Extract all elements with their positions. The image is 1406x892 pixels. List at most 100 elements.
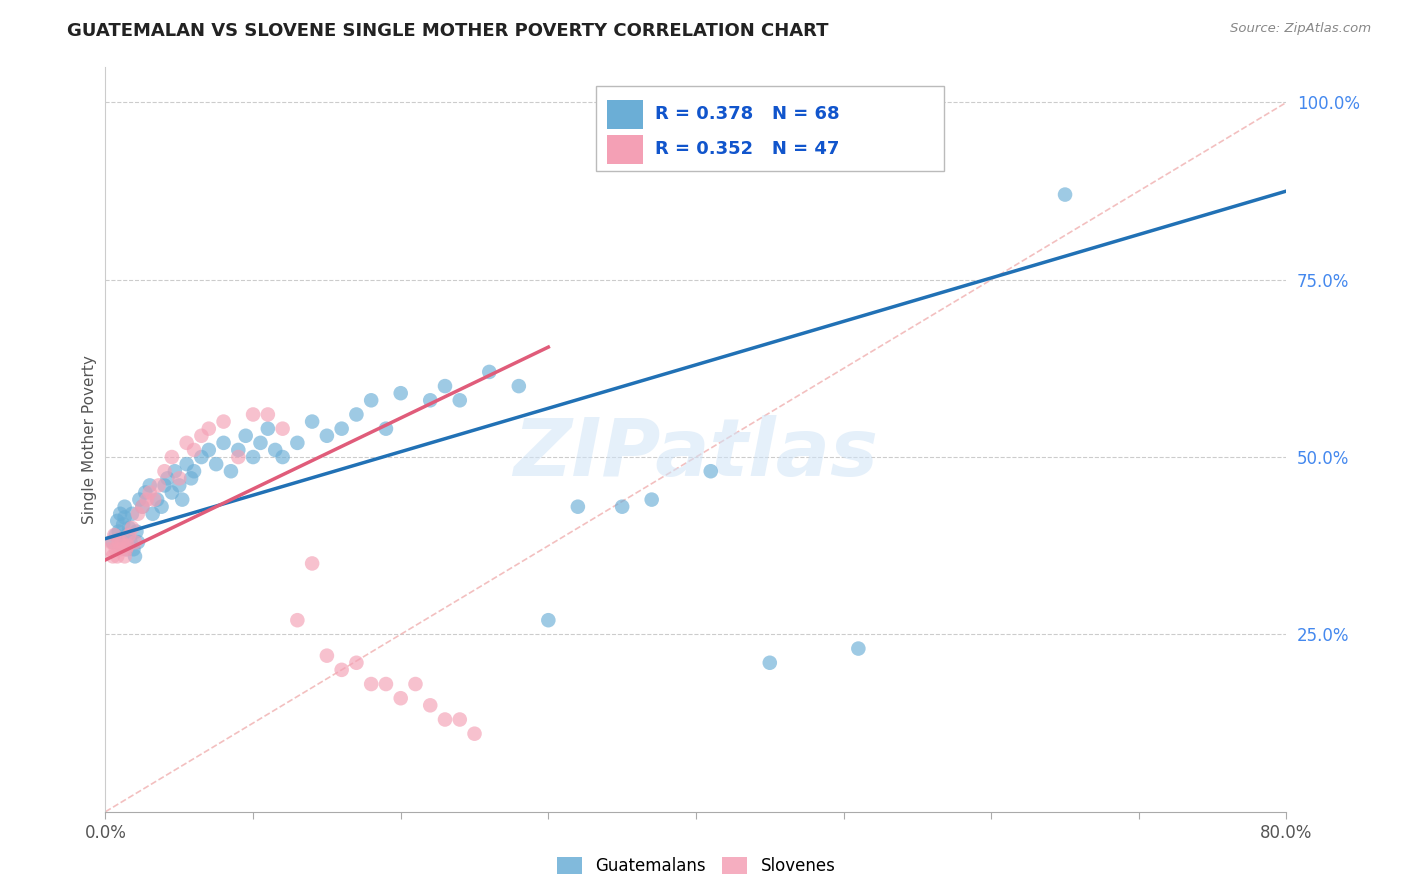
Text: R = 0.378   N = 68: R = 0.378 N = 68 (655, 105, 839, 123)
Point (374, 677, 398, 691)
Point (127, 507, 149, 521)
Point (128, 492, 150, 507)
Point (124, 549, 146, 564)
Point (153, 478, 176, 492)
Point (759, 656, 782, 670)
Point (98, 542, 121, 557)
Point (110, 542, 132, 557)
Point (301, 557, 323, 571)
Point (114, 549, 136, 564)
Point (176, 435, 198, 450)
Point (115, 542, 138, 557)
Point (567, 500, 589, 514)
Point (346, 656, 368, 670)
Point (124, 535, 146, 549)
Point (374, 422, 398, 436)
Bar (607, 101, 643, 128)
Text: R = 0.352   N = 47: R = 0.352 N = 47 (655, 140, 839, 158)
Point (464, 727, 486, 741)
Point (699, 464, 723, 478)
Point (249, 435, 271, 450)
Point (138, 485, 162, 500)
Point (190, 450, 212, 464)
Point (118, 528, 141, 542)
Point (1054, 187, 1077, 202)
Point (112, 539, 135, 553)
Point (287, 435, 309, 450)
Point (118, 521, 141, 535)
Point (112, 517, 135, 532)
Point (110, 507, 132, 521)
Point (360, 393, 382, 408)
Point (160, 450, 183, 464)
Text: Source: ZipAtlas.com: Source: ZipAtlas.com (1230, 22, 1371, 36)
Point (226, 450, 250, 464)
Point (138, 478, 162, 492)
Point (256, 422, 278, 436)
Point (315, 429, 337, 443)
Point (419, 393, 441, 408)
Point (449, 393, 471, 408)
Point (148, 478, 170, 492)
Point (160, 485, 183, 500)
Point (190, 429, 212, 443)
Point (103, 528, 125, 542)
Point (131, 500, 153, 514)
Point (146, 492, 169, 507)
Point (449, 713, 471, 727)
FancyBboxPatch shape (596, 86, 943, 171)
Point (121, 507, 143, 521)
Point (271, 422, 294, 436)
Point (156, 471, 179, 485)
Point (105, 514, 128, 528)
Point (101, 549, 124, 564)
Y-axis label: Single Mother Poverty: Single Mother Poverty (82, 355, 97, 524)
Point (640, 492, 664, 507)
Point (242, 450, 264, 464)
Point (389, 691, 412, 706)
Point (131, 500, 153, 514)
Point (183, 464, 205, 478)
Point (508, 379, 530, 393)
Point (242, 408, 264, 422)
Point (142, 507, 165, 521)
Point (150, 500, 173, 514)
Point (212, 435, 235, 450)
Point (389, 386, 412, 401)
Point (169, 478, 191, 492)
Point (127, 535, 149, 549)
Point (846, 641, 869, 656)
Point (330, 422, 353, 436)
Point (163, 464, 186, 478)
Point (111, 535, 134, 549)
Point (107, 524, 129, 539)
Point (235, 429, 257, 443)
Point (301, 415, 323, 429)
Point (434, 379, 457, 393)
Point (143, 492, 166, 507)
Point (212, 415, 235, 429)
Text: ZIPatlas: ZIPatlas (513, 415, 879, 493)
Point (172, 492, 194, 507)
Point (105, 549, 128, 564)
Point (405, 677, 427, 691)
Point (101, 535, 124, 549)
Point (135, 492, 157, 507)
Point (104, 528, 127, 542)
Point (121, 521, 143, 535)
Point (219, 464, 242, 478)
Point (111, 539, 134, 553)
Point (176, 457, 198, 471)
Point (114, 500, 136, 514)
Point (117, 528, 139, 542)
Point (315, 648, 337, 663)
Point (120, 535, 142, 549)
Point (125, 524, 148, 539)
Legend: Guatemalans, Slovenes: Guatemalans, Slovenes (550, 850, 842, 881)
Point (346, 408, 368, 422)
Point (537, 613, 560, 627)
Point (115, 542, 138, 557)
Point (122, 542, 145, 557)
Point (117, 539, 139, 553)
Point (478, 365, 501, 379)
